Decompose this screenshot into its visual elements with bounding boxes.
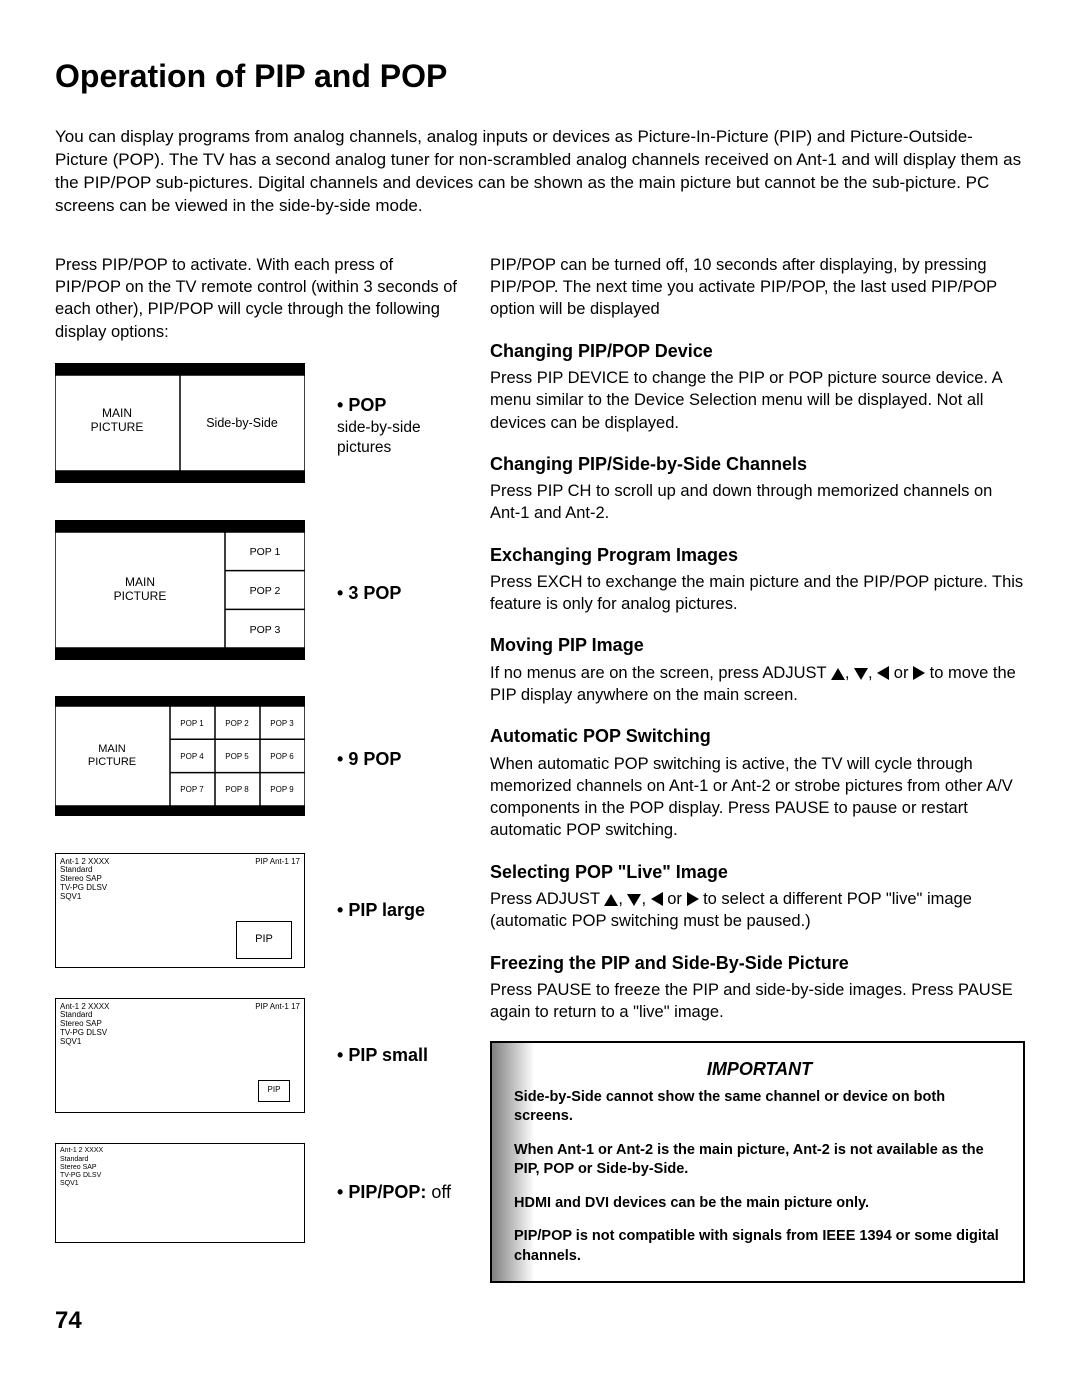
main-label: MAIN: [125, 575, 155, 589]
right-column: PIP/POP can be turned off, 10 seconds af…: [490, 254, 1025, 1283]
info-left: Ant-1 2 XXXX: [60, 1147, 103, 1154]
pop-cell: POP 4: [180, 752, 204, 761]
pop-cell: POP 7: [180, 785, 204, 794]
diagram-pop-sbs: MAIN PICTURE Side-by-Side: [55, 363, 305, 483]
text-fragment: or: [889, 664, 913, 682]
right-arrow-icon: [687, 892, 699, 906]
section-body-move: If no menus are on the screen, press ADJ…: [490, 662, 1025, 707]
pop-cell: POP 6: [270, 752, 294, 761]
text-fragment: or: [663, 890, 687, 908]
mode-title: 3 POP: [337, 581, 401, 605]
pop-cell: POP 1: [180, 719, 204, 728]
info-lines: Standard Stereo SAP TV-PG DLSV SQV1: [56, 1011, 304, 1048]
pop-cell: POP 3: [270, 719, 294, 728]
diagram-3pop: MAIN PICTURE POP 1 POP 2 POP 3: [55, 520, 305, 660]
mode-title: POP: [337, 393, 421, 417]
left-arrow-icon: [877, 666, 889, 680]
info-lines: Standard Stereo SAP TV-PG DLSV SQV1: [56, 866, 304, 903]
two-column-layout: Press PIP/POP to activate. With each pre…: [55, 254, 1025, 1283]
pop-cell: POP 2: [250, 585, 281, 597]
mode-pip-large: Ant-1 2 XXXXPIP Ant-1 17 Standard Stereo…: [55, 853, 460, 968]
main-label-2: PICTURE: [114, 589, 167, 603]
section-body: Press EXCH to exchange the main picture …: [490, 571, 1025, 616]
info-lines: Standard Stereo SAP TV-PG DLSV SQV1: [56, 1156, 304, 1189]
left-arrow-icon: [651, 892, 663, 906]
mode-off-label: off: [426, 1182, 451, 1202]
page-title: Operation of PIP and POP: [55, 55, 1025, 98]
pip-box-small: PIP: [258, 1080, 290, 1102]
section-body-live: Press ADJUST , , or to select a differen…: [490, 888, 1025, 933]
down-arrow-icon: [627, 894, 641, 906]
main-label-2: PICTURE: [88, 756, 136, 768]
important-item: When Ant-1 or Ant-2 is the main picture,…: [514, 1141, 1005, 1180]
section-head: Exchanging Program Images: [490, 543, 1025, 567]
important-item: HDMI and DVI devices can be the main pic…: [514, 1194, 1005, 1214]
text-fragment: If no menus are on the screen, press ADJ…: [490, 664, 831, 682]
section-head: Changing PIP/POP Device: [490, 339, 1025, 363]
main-label: MAIN: [98, 743, 126, 755]
mode-title: PIP/POP:: [337, 1182, 426, 1202]
important-callout: IMPORTANT Side-by-Side cannot show the s…: [490, 1041, 1025, 1282]
important-item: PIP/POP is not compatible with signals f…: [514, 1227, 1005, 1266]
mode-pop: MAIN PICTURE Side-by-Side POP side-by-si…: [55, 363, 460, 490]
section-body: Press PIP DEVICE to change the PIP or PO…: [490, 367, 1025, 434]
section-head: Moving PIP Image: [490, 633, 1025, 657]
info-right: PIP Ant-1 17: [255, 1002, 300, 1012]
diagram-9pop: MAIN PICTURE POP 1 POP 2 POP 3 POP 4 POP…: [55, 696, 305, 816]
pop-cell: POP 1: [250, 546, 281, 558]
up-arrow-icon: [831, 668, 845, 680]
up-arrow-icon: [604, 894, 618, 906]
mode-sub1: side-by-side: [337, 418, 421, 439]
down-arrow-icon: [854, 668, 868, 680]
right-intro: PIP/POP can be turned off, 10 seconds af…: [490, 254, 1025, 321]
mode-9pop: MAIN PICTURE POP 1 POP 2 POP 3 POP 4 POP…: [55, 696, 460, 823]
right-arrow-icon: [913, 666, 925, 680]
sbs-label: Side-by-Side: [206, 416, 278, 430]
section-head: Automatic POP Switching: [490, 724, 1025, 748]
mode-sub2: pictures: [337, 438, 421, 459]
pop-cell: POP 8: [225, 785, 249, 794]
section-head: Freezing the PIP and Side-By-Side Pictur…: [490, 951, 1025, 975]
page-number: 74: [55, 1305, 1025, 1337]
main-label: MAIN: [102, 406, 132, 420]
text-fragment: Press ADJUST: [490, 890, 604, 908]
section-body: When automatic POP switching is active, …: [490, 753, 1025, 842]
left-column: Press PIP/POP to activate. With each pre…: [55, 254, 460, 1283]
pop-cell: POP 5: [225, 752, 249, 761]
info-right: PIP Ant-1 17: [255, 857, 300, 867]
left-intro-text: Press PIP/POP to activate. With each pre…: [55, 254, 460, 343]
section-body: Press PIP CH to scroll up and down throu…: [490, 480, 1025, 525]
important-item: Side-by-Side cannot show the same channe…: [514, 1088, 1005, 1127]
important-title: IMPORTANT: [514, 1057, 1005, 1081]
section-head: Selecting POP "Live" Image: [490, 860, 1025, 884]
section-body: Press PAUSE to freeze the PIP and side-b…: [490, 979, 1025, 1024]
pop-cell: POP 3: [250, 624, 281, 636]
pop-cell: POP 9: [270, 785, 294, 794]
section-head: Changing PIP/Side-by-Side Channels: [490, 452, 1025, 476]
mode-3pop: MAIN PICTURE POP 1 POP 2 POP 3 3 POP: [55, 520, 460, 667]
intro-text: You can display programs from analog cha…: [55, 126, 1025, 218]
mode-title: 9 POP: [337, 747, 401, 771]
pip-box-large: PIP: [236, 921, 292, 959]
main-label-2: PICTURE: [91, 420, 144, 434]
pop-cell: POP 2: [225, 719, 249, 728]
mode-pip-off: Ant-1 2 XXXX Standard Stereo SAP TV-PG D…: [55, 1143, 460, 1243]
mode-title: PIP small: [337, 1043, 428, 1067]
mode-title: PIP large: [337, 898, 425, 922]
mode-pip-small: Ant-1 2 XXXXPIP Ant-1 17 Standard Stereo…: [55, 998, 460, 1113]
